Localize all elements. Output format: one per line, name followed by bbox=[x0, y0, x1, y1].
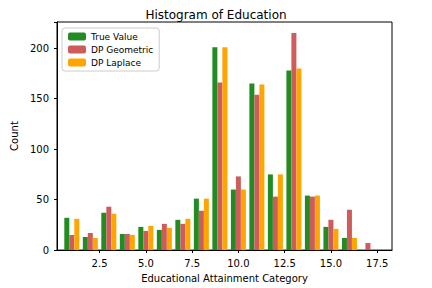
svg-text:Histogram of Education: Histogram of Education bbox=[145, 8, 286, 22]
svg-text:0: 0 bbox=[43, 245, 49, 256]
svg-text:7.5: 7.5 bbox=[184, 258, 200, 269]
svg-text:True Value: True Value bbox=[90, 32, 138, 42]
svg-text:200: 200 bbox=[30, 43, 49, 54]
svg-text:12.5: 12.5 bbox=[274, 258, 296, 269]
svg-text:150: 150 bbox=[30, 93, 49, 104]
svg-text:DP Geometric: DP Geometric bbox=[91, 45, 153, 55]
svg-text:Count: Count bbox=[9, 121, 20, 151]
svg-text:100: 100 bbox=[30, 144, 49, 155]
svg-text:50: 50 bbox=[36, 194, 49, 205]
svg-text:Educational Attainment Categor: Educational Attainment Category bbox=[141, 273, 308, 284]
svg-text:10.0: 10.0 bbox=[227, 258, 249, 269]
svg-text:DP Laplace: DP Laplace bbox=[91, 58, 141, 68]
svg-text:5.0: 5.0 bbox=[138, 258, 154, 269]
svg-text:2.5: 2.5 bbox=[92, 258, 108, 269]
svg-text:15.0: 15.0 bbox=[320, 258, 342, 269]
svg-text:17.5: 17.5 bbox=[366, 258, 388, 269]
